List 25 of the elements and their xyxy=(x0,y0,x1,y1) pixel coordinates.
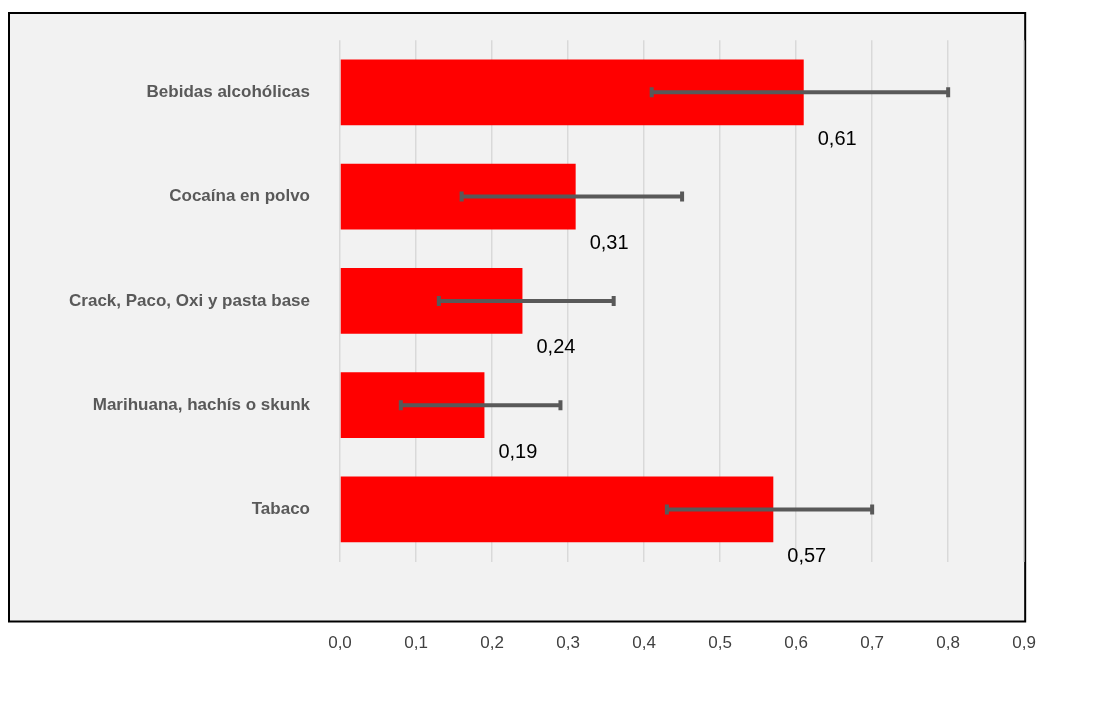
data-label: 0,31 xyxy=(589,230,629,253)
bar xyxy=(340,163,576,230)
x-tick-label: 0,2 xyxy=(480,633,504,653)
x-tick-label: 0,7 xyxy=(860,633,884,653)
x-tick-label: 0,0 xyxy=(328,633,352,653)
y-tick-label: Tabaco xyxy=(251,499,310,519)
x-tick-label: 0,5 xyxy=(708,633,732,653)
bar xyxy=(340,476,774,543)
x-tick-label: 0,3 xyxy=(556,633,580,653)
bar xyxy=(340,372,485,439)
bar xyxy=(340,268,523,334)
data-label: 0,24 xyxy=(536,335,576,358)
y-tick-label: Cocaína en polvo xyxy=(169,186,310,206)
y-tick-label: Bebidas alcohólicas xyxy=(146,82,310,102)
x-tick-label: 0,9 xyxy=(1012,633,1036,653)
data-label: 0,61 xyxy=(817,126,857,149)
x-tick-label: 0,8 xyxy=(936,633,960,653)
x-tick-label: 0,4 xyxy=(632,633,656,653)
data-label: 0,19 xyxy=(498,439,538,462)
bar xyxy=(340,59,804,126)
y-tick-label: Crack, Paco, Oxi y pasta base xyxy=(69,290,310,310)
x-tick-label: 0,6 xyxy=(784,633,808,653)
data-label: 0,57 xyxy=(787,543,827,566)
x-tick-label: 0,1 xyxy=(404,633,428,653)
y-tick-label: Marihuana, hachís o skunk xyxy=(92,394,311,414)
